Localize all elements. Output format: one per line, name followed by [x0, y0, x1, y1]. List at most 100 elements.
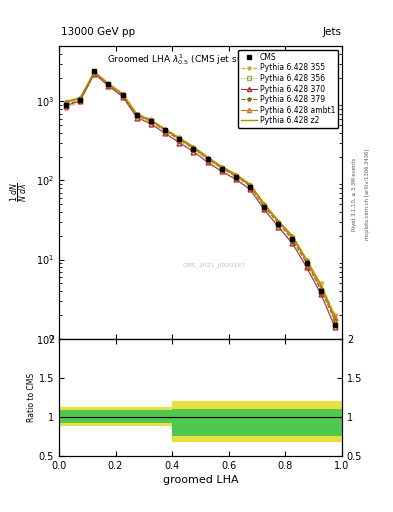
Pythia 6.428 356 — [248, 185, 252, 191]
Pythia 6.428 370 — [106, 83, 111, 89]
Pythia 6.428 355 — [163, 126, 167, 132]
Pythia 6.428 ambt1 — [120, 92, 125, 98]
CMS — [276, 221, 281, 227]
Line: CMS: CMS — [64, 69, 337, 327]
Line: Pythia 6.428 379: Pythia 6.428 379 — [64, 70, 337, 323]
Bar — [87, 411, 101, 423]
Pythia 6.428 379 — [64, 102, 68, 108]
Pythia 6.428 370 — [304, 264, 309, 270]
Pythia 6.428 370 — [78, 98, 83, 104]
Line: Pythia 6.428 355: Pythia 6.428 355 — [64, 70, 337, 317]
Pythia 6.428 370 — [64, 103, 68, 109]
Line: Pythia 6.428 356: Pythia 6.428 356 — [64, 71, 337, 327]
Pythia 6.428 379 — [191, 145, 196, 152]
Text: Rivet 3.1.10, ≥ 3.3M events: Rivet 3.1.10, ≥ 3.3M events — [352, 158, 357, 231]
Pythia 6.428 355 — [248, 182, 252, 188]
Pythia 6.428 ambt1 — [149, 118, 153, 124]
Pythia 6.428 ambt1 — [304, 258, 309, 264]
Pythia 6.428 370 — [134, 115, 139, 121]
Line: Pythia 6.428 370: Pythia 6.428 370 — [64, 72, 337, 330]
Pythia 6.428 z2 — [205, 154, 210, 160]
Pythia 6.428 370 — [233, 176, 238, 182]
CMS — [262, 204, 266, 210]
Pythia 6.428 356 — [177, 138, 182, 144]
Pythia 6.428 ambt1 — [78, 95, 83, 101]
Bar — [158, 411, 172, 423]
Pythia 6.428 ambt1 — [219, 165, 224, 171]
Pythia 6.428 370 — [191, 148, 196, 155]
Pythia 6.428 z2 — [120, 91, 125, 97]
Pythia 6.428 356 — [233, 175, 238, 181]
Pythia 6.428 370 — [177, 140, 182, 146]
Pythia 6.428 ambt1 — [205, 155, 210, 161]
Pythia 6.428 379 — [149, 118, 153, 124]
Pythia 6.428 370 — [205, 159, 210, 165]
Bar — [200, 401, 215, 442]
Pythia 6.428 z2 — [304, 257, 309, 263]
Pythia 6.428 ambt1 — [248, 182, 252, 188]
Pythia 6.428 z2 — [106, 80, 111, 87]
Pythia 6.428 ambt1 — [134, 112, 139, 118]
Pythia 6.428 379 — [290, 237, 295, 243]
Pythia 6.428 356 — [64, 100, 68, 106]
Pythia 6.428 355 — [219, 164, 224, 170]
Pythia 6.428 355 — [78, 98, 83, 104]
CMS — [120, 92, 125, 98]
CMS — [205, 156, 210, 162]
CMS — [177, 136, 182, 142]
Pythia 6.428 356 — [191, 147, 196, 153]
Pythia 6.428 356 — [318, 290, 323, 296]
Pythia 6.428 355 — [149, 116, 153, 122]
Bar — [314, 401, 328, 442]
Pythia 6.428 ambt1 — [332, 315, 337, 322]
Pythia 6.428 379 — [276, 220, 281, 226]
CMS — [134, 112, 139, 118]
Pythia 6.428 370 — [248, 186, 252, 193]
Pythia 6.428 ambt1 — [64, 99, 68, 105]
Pythia 6.428 370 — [290, 240, 295, 246]
Pythia 6.428 z2 — [219, 163, 224, 169]
Pythia 6.428 356 — [262, 206, 266, 212]
Pythia 6.428 356 — [134, 113, 139, 119]
Pythia 6.428 379 — [248, 183, 252, 189]
Bar — [257, 401, 271, 442]
Pythia 6.428 z2 — [191, 143, 196, 150]
Pythia 6.428 370 — [149, 121, 153, 127]
Pythia 6.428 z2 — [134, 111, 139, 117]
Pythia 6.428 370 — [276, 224, 281, 230]
Bar — [130, 411, 144, 423]
Pythia 6.428 ambt1 — [318, 285, 323, 291]
Line: Pythia 6.428 ambt1: Pythia 6.428 ambt1 — [64, 70, 337, 321]
Bar — [172, 401, 186, 442]
Bar — [299, 409, 314, 436]
Text: Jets: Jets — [322, 27, 341, 37]
Pythia 6.428 z2 — [163, 126, 167, 132]
Text: mcplots.cern.ch [arXiv:1306.3436]: mcplots.cern.ch [arXiv:1306.3436] — [365, 149, 371, 240]
CMS — [64, 102, 68, 108]
Pythia 6.428 379 — [163, 127, 167, 134]
Line: Pythia 6.428 z2: Pythia 6.428 z2 — [66, 72, 335, 316]
Pythia 6.428 379 — [92, 70, 97, 76]
Pythia 6.428 356 — [276, 222, 281, 228]
Bar — [285, 409, 299, 436]
Text: Groomed LHA $\lambda^{1}_{0.5}$ (CMS jet substructure): Groomed LHA $\lambda^{1}_{0.5}$ (CMS jet… — [107, 52, 294, 67]
Pythia 6.428 356 — [92, 70, 97, 76]
Pythia 6.428 356 — [219, 167, 224, 173]
Bar — [116, 411, 130, 423]
Pythia 6.428 370 — [92, 71, 97, 77]
Pythia 6.428 355 — [92, 69, 97, 75]
Pythia 6.428 355 — [233, 172, 238, 178]
Pythia 6.428 z2 — [276, 218, 281, 224]
Pythia 6.428 ambt1 — [262, 202, 266, 208]
Text: 13000 GeV pp: 13000 GeV pp — [61, 27, 135, 37]
Bar — [271, 401, 285, 442]
Pythia 6.428 355 — [64, 105, 68, 111]
Pythia 6.428 355 — [318, 280, 323, 286]
Legend: CMS, Pythia 6.428 355, Pythia 6.428 356, Pythia 6.428 370, Pythia 6.428 379, Pyt: CMS, Pythia 6.428 355, Pythia 6.428 356,… — [238, 50, 338, 128]
Bar — [172, 409, 186, 436]
Pythia 6.428 356 — [290, 238, 295, 244]
Bar — [314, 409, 328, 436]
Bar — [87, 408, 101, 426]
Pythia 6.428 356 — [205, 158, 210, 164]
Pythia 6.428 ambt1 — [191, 145, 196, 151]
